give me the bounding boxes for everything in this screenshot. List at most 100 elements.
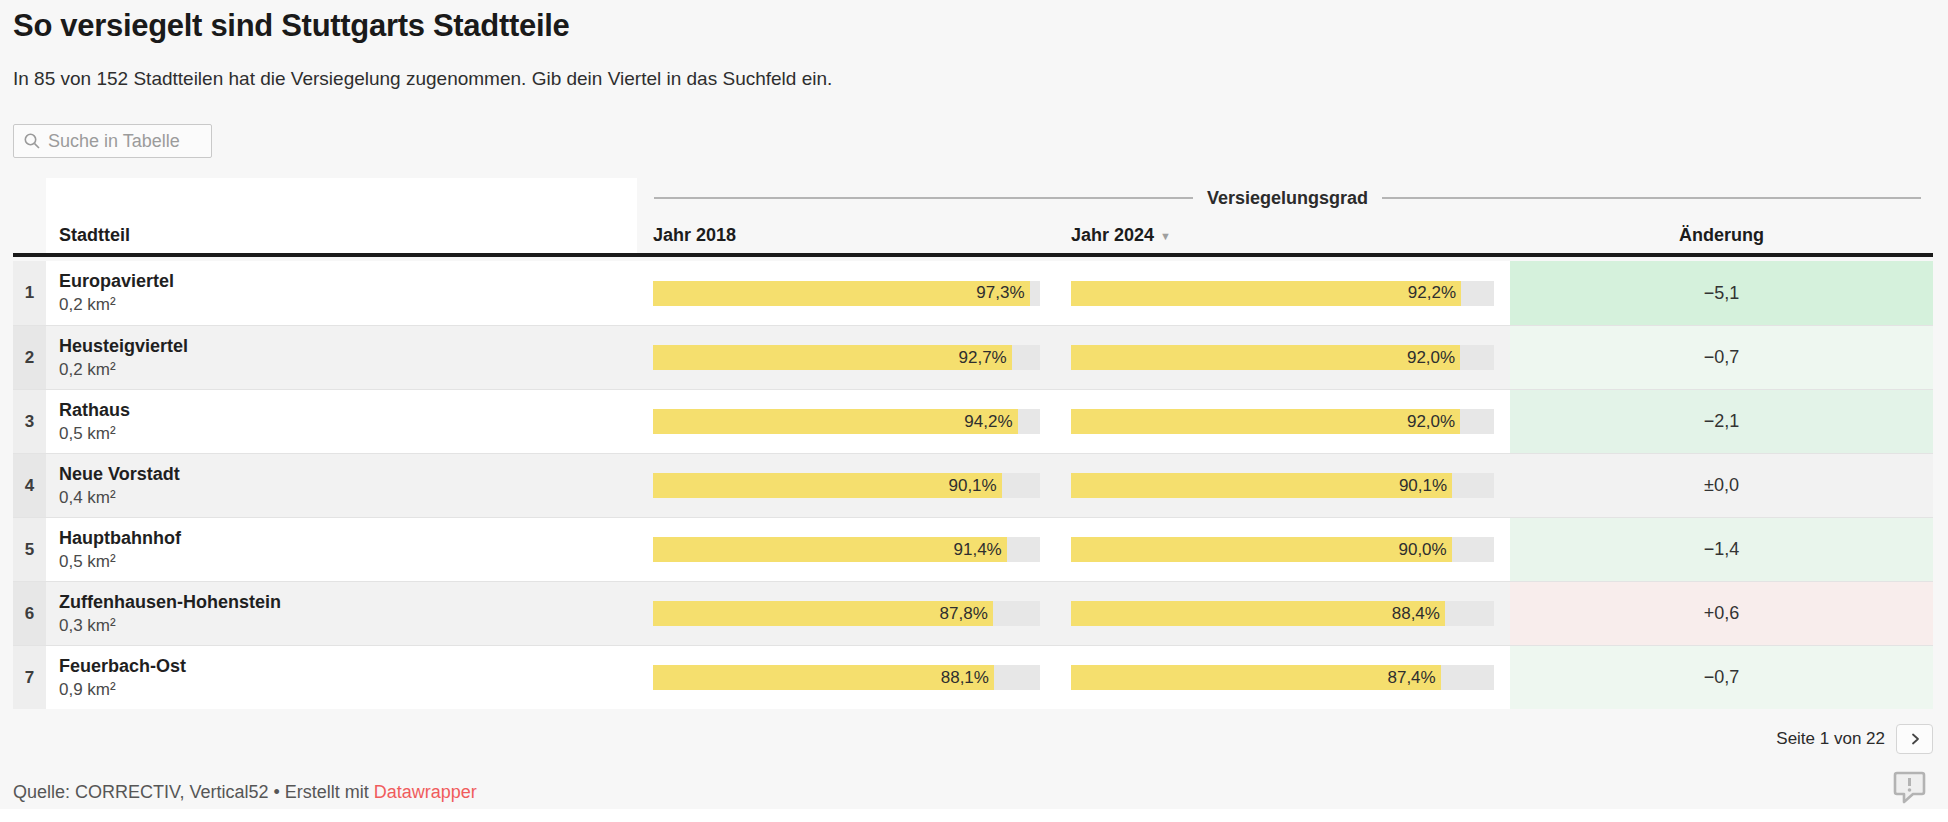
next-page-button[interactable] (1896, 724, 1933, 754)
table-row: 6 Zuffenhausen-Hohenstein 0,3 km² 87,8% … (13, 581, 1933, 645)
bar-track-2018: 94,2% (653, 409, 1040, 434)
bar-fill-2018: 91,4% (653, 537, 1007, 562)
bar-fill-2018: 88,1% (653, 665, 994, 690)
bar-cell-2018: 94,2% (637, 389, 1047, 453)
bar-cell-2018: 97,3% (637, 261, 1047, 325)
bar-fill-2024: 87,4% (1071, 665, 1441, 690)
bar-value-2018: 87,8% (940, 604, 993, 624)
district-name: Feuerbach-Ost (59, 656, 637, 677)
chevron-right-icon (1906, 730, 1924, 748)
bar-value-2018: 97,3% (976, 283, 1029, 303)
table-row: 1 Europaviertel 0,2 km² 97,3% 92,2% −5,1 (13, 261, 1933, 325)
bar-value-2018: 92,7% (959, 348, 1012, 368)
change-cell: −0,7 (1510, 325, 1933, 389)
table-search[interactable] (13, 124, 212, 158)
page-subtitle: In 85 von 152 Stadtteilen hat die Versie… (13, 68, 832, 90)
column-header-jahr-2018[interactable]: Jahr 2018 (637, 225, 1047, 246)
bar-fill-2018: 97,3% (653, 281, 1030, 306)
bar-fill-2018: 92,7% (653, 345, 1012, 370)
bar-track-2018: 97,3% (653, 281, 1040, 306)
bar-value-2024: 90,0% (1398, 540, 1451, 560)
pagination-label: Seite 1 von 22 (1776, 729, 1885, 749)
row-number: 4 (13, 453, 46, 517)
district-area: 0,3 km² (59, 616, 637, 636)
bar-fill-2018: 94,2% (653, 409, 1018, 434)
change-cell: −2,1 (1510, 389, 1933, 453)
bar-track-2024: 88,4% (1071, 601, 1494, 626)
bar-value-2024: 87,4% (1387, 668, 1440, 688)
bar-fill-2018: 87,8% (653, 601, 993, 626)
bar-track-2024: 87,4% (1071, 665, 1494, 690)
bar-cell-2018: 92,7% (637, 325, 1047, 389)
district-cell: Rathaus 0,5 km² (46, 389, 637, 453)
column-group-header: Versiegelungsgrad (654, 178, 1921, 218)
bar-fill-2024: 90,1% (1071, 473, 1452, 498)
bar-value-2018: 91,4% (954, 540, 1007, 560)
district-area: 0,2 km² (59, 360, 637, 380)
bar-cell-2024: 90,1% (1047, 453, 1510, 517)
district-cell: Neue Vorstadt 0,4 km² (46, 453, 637, 517)
bar-cell-2018: 91,4% (637, 517, 1047, 581)
report-bubble-icon (1889, 767, 1929, 807)
bar-value-2018: 90,1% (948, 476, 1001, 496)
bar-cell-2018: 88,1% (637, 645, 1047, 709)
table-row: 4 Neue Vorstadt 0,4 km² 90,1% 90,1% ±0,0 (13, 453, 1933, 517)
bar-cell-2024: 87,4% (1047, 645, 1510, 709)
search-icon (23, 132, 41, 150)
bar-fill-2024: 90,0% (1071, 537, 1452, 562)
datawrapper-link[interactable]: Datawrapper (374, 782, 477, 802)
change-cell: −1,4 (1510, 517, 1933, 581)
group-header-line-right (1382, 197, 1921, 199)
district-area: 0,2 km² (59, 295, 637, 315)
district-name: Hauptbahnhof (59, 528, 637, 549)
district-cell: Feuerbach-Ost 0,9 km² (46, 645, 637, 709)
district-name: Heusteigviertel (59, 336, 637, 357)
bar-track-2018: 90,1% (653, 473, 1040, 498)
bar-fill-2024: 92,0% (1071, 345, 1460, 370)
table-row: 5 Hauptbahnhof 0,5 km² 91,4% 90,0% −1,4 (13, 517, 1933, 581)
column-header-stadtteil[interactable]: Stadtteil (46, 225, 637, 246)
bar-track-2024: 92,0% (1071, 409, 1494, 434)
bar-track-2018: 91,4% (653, 537, 1040, 562)
column-header-row: Stadtteil Jahr 2018 Jahr 2024 ▼ Änderung (13, 218, 1933, 257)
source-text: Quelle: CORRECTIV, Vertical52 • Erstellt… (13, 782, 374, 802)
table-row: 3 Rathaus 0,5 km² 94,2% 92,0% −2,1 (13, 389, 1933, 453)
search-input[interactable] (48, 131, 202, 152)
column-header-jahr-2024-label: Jahr 2024 (1071, 225, 1154, 246)
bar-track-2018: 87,8% (653, 601, 1040, 626)
district-area: 0,9 km² (59, 680, 637, 700)
table-row: 7 Feuerbach-Ost 0,9 km² 88,1% 87,4% −0,7 (13, 645, 1933, 709)
bar-track-2018: 88,1% (653, 665, 1040, 690)
column-header-jahr-2024[interactable]: Jahr 2024 ▼ (1047, 225, 1510, 246)
group-header-line-left (654, 197, 1193, 199)
change-cell: −5,1 (1510, 261, 1933, 325)
sort-descending-icon: ▼ (1160, 230, 1171, 242)
bar-cell-2024: 92,0% (1047, 325, 1510, 389)
table-body: 1 Europaviertel 0,2 km² 97,3% 92,2% −5,1… (13, 261, 1933, 709)
bar-value-2024: 90,1% (1399, 476, 1452, 496)
source-line: Quelle: CORRECTIV, Vertical52 • Erstellt… (13, 782, 477, 803)
feedback-button[interactable] (1888, 766, 1930, 808)
district-area: 0,5 km² (59, 424, 637, 444)
bottom-strip (0, 809, 1948, 822)
bar-cell-2024: 92,0% (1047, 389, 1510, 453)
change-cell: ±0,0 (1510, 453, 1933, 517)
district-area: 0,4 km² (59, 488, 637, 508)
page-title: So versiegelt sind Stuttgarts Stadtteile (13, 8, 569, 44)
district-cell: Zuffenhausen-Hohenstein 0,3 km² (46, 581, 637, 645)
bar-cell-2024: 92,2% (1047, 261, 1510, 325)
bar-fill-2024: 92,0% (1071, 409, 1460, 434)
district-cell: Heusteigviertel 0,2 km² (46, 325, 637, 389)
column-header-aenderung[interactable]: Änderung (1510, 225, 1933, 246)
table-header: Versiegelungsgrad Stadtteil Jahr 2018 Ja… (13, 178, 1933, 261)
bar-cell-2024: 90,0% (1047, 517, 1510, 581)
table-row: 2 Heusteigviertel 0,2 km² 92,7% 92,0% −0… (13, 325, 1933, 389)
row-number: 2 (13, 325, 46, 389)
bar-value-2024: 92,2% (1408, 283, 1461, 303)
district-cell: Europaviertel 0,2 km² (46, 261, 637, 325)
bar-track-2024: 92,2% (1071, 281, 1494, 306)
change-cell: +0,6 (1510, 581, 1933, 645)
pagination: Seite 1 von 22 (1776, 724, 1933, 754)
bar-track-2024: 90,1% (1071, 473, 1494, 498)
bar-fill-2024: 92,2% (1071, 281, 1461, 306)
